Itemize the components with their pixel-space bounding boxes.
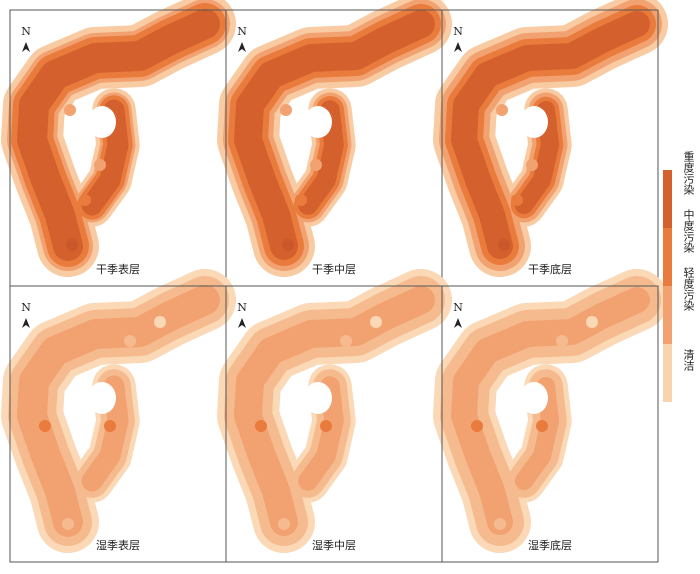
map-panel: N 干季中层 bbox=[217, 0, 452, 287]
legend-label: 清洁 bbox=[682, 349, 695, 372]
clean-hole bbox=[88, 382, 116, 414]
map-panel: N 干季表层 bbox=[1, 0, 236, 287]
contour-spot bbox=[471, 420, 483, 432]
legend-label: 轻度污染 bbox=[682, 266, 695, 311]
contour-spot bbox=[94, 159, 106, 171]
north-arrow bbox=[238, 318, 246, 328]
contour-zone bbox=[298, 100, 344, 215]
legend-swatch bbox=[663, 286, 672, 344]
north-arrow bbox=[22, 318, 30, 328]
clean-hole bbox=[88, 106, 116, 138]
contour-spot bbox=[66, 239, 78, 251]
map-panel: N 干季底层 bbox=[433, 0, 668, 287]
north-label: N bbox=[453, 301, 463, 314]
contour-spot bbox=[79, 194, 91, 206]
contour-zone bbox=[81, 99, 129, 216]
contour-spot bbox=[494, 518, 506, 530]
north-label: N bbox=[453, 25, 463, 38]
contour-spot bbox=[511, 194, 523, 206]
contour-spot bbox=[295, 194, 307, 206]
legend-swatch bbox=[663, 170, 672, 228]
north-arrow bbox=[238, 42, 246, 52]
legend-swatch bbox=[663, 228, 672, 286]
contour-spot bbox=[320, 420, 332, 432]
clean-hole bbox=[304, 106, 332, 138]
contour-zone bbox=[298, 376, 344, 491]
legend-label: 中度污染 bbox=[682, 209, 695, 253]
panel-frame bbox=[441, 285, 659, 563]
panel-label: 干季表层 bbox=[96, 262, 140, 276]
contour-spot bbox=[282, 239, 294, 251]
contour-spot bbox=[526, 159, 538, 171]
map-panel: N 湿季表层 bbox=[1, 269, 236, 563]
legend-label: 重度污染 bbox=[682, 150, 695, 195]
contour-spot bbox=[556, 335, 568, 347]
contour-spot bbox=[255, 420, 267, 432]
contour-zone bbox=[234, 10, 435, 260]
contour-zone bbox=[514, 376, 560, 491]
north-arrow bbox=[454, 318, 462, 328]
contour-spot bbox=[340, 335, 352, 347]
north-label: N bbox=[21, 301, 31, 314]
clean-hole bbox=[520, 382, 548, 414]
contour-spot bbox=[536, 420, 548, 432]
contour-zone bbox=[17, 9, 220, 261]
contour-spot bbox=[586, 316, 598, 328]
north-arrow bbox=[22, 42, 30, 52]
contour-spot bbox=[278, 518, 290, 530]
panel-label: 湿季中层 bbox=[312, 539, 356, 552]
north-label: N bbox=[237, 301, 247, 314]
contour-spot bbox=[39, 420, 51, 432]
north-label: N bbox=[237, 25, 247, 38]
legend-swatch bbox=[663, 344, 672, 402]
contour-zone bbox=[81, 375, 129, 492]
map-panel: N 湿季底层 bbox=[433, 269, 668, 563]
north-arrow bbox=[454, 42, 462, 52]
panel-label: 干季中层 bbox=[312, 263, 356, 276]
contour-zone bbox=[514, 100, 560, 215]
contour-spot bbox=[124, 335, 136, 347]
contour-spot bbox=[498, 239, 510, 251]
contour-spot bbox=[280, 104, 292, 116]
clean-hole bbox=[304, 382, 332, 414]
contour-spot bbox=[370, 316, 382, 328]
north-label: N bbox=[21, 25, 31, 38]
panel-label: 湿季底层 bbox=[528, 538, 572, 552]
contour-spot bbox=[154, 316, 166, 328]
contour-spot bbox=[64, 104, 76, 116]
contour-spot bbox=[496, 104, 508, 116]
clean-hole bbox=[520, 106, 548, 138]
contour-spot bbox=[310, 159, 322, 171]
contour-spot bbox=[104, 420, 116, 432]
panel-label: 湿季表层 bbox=[96, 538, 140, 552]
contour-spot bbox=[62, 518, 74, 530]
contour-zone bbox=[451, 11, 650, 259]
map-panel: N 湿季中层 bbox=[217, 269, 452, 563]
panel-label: 干季底层 bbox=[528, 262, 572, 276]
